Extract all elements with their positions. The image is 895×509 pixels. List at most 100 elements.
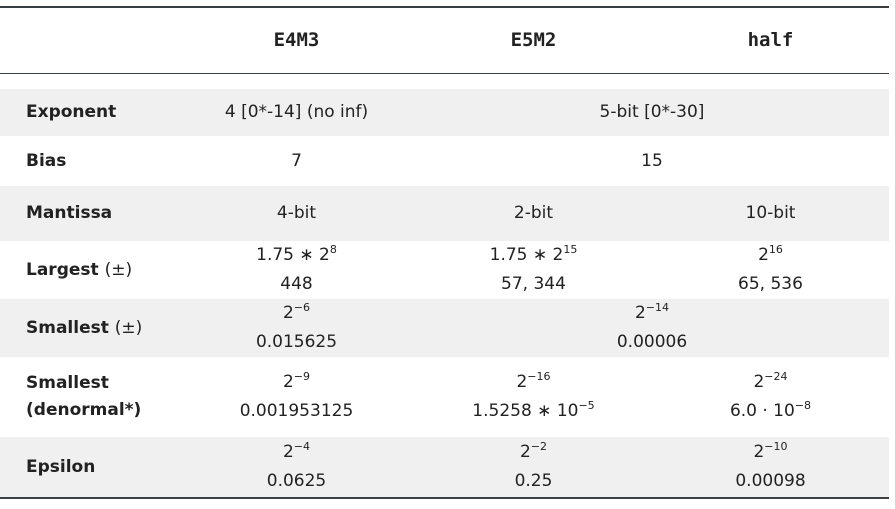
cell-line: 2−4 bbox=[178, 438, 415, 467]
cell-exponent: −8 bbox=[794, 399, 812, 412]
cell-exponent: 15 bbox=[563, 243, 578, 256]
cell-line: 0.0625 bbox=[178, 467, 415, 496]
cell-line: 2-bit bbox=[415, 199, 652, 228]
table-cell: 2−10 0.00098 bbox=[652, 437, 889, 498]
cell-exponent: −4 bbox=[293, 440, 311, 453]
cell-exponent: −14 bbox=[645, 301, 670, 314]
column-header: E5M2 bbox=[510, 29, 557, 52]
cell-text: 1.75 ∗ 2 bbox=[489, 245, 564, 265]
table-cell: 1.75 ∗ 215 57, 344 bbox=[415, 241, 652, 299]
cell-line: 15 bbox=[415, 147, 889, 176]
table-cell: 2−4 0.0625 bbox=[178, 437, 415, 498]
cell-line: 1.5258 ∗ 10−5 bbox=[415, 397, 652, 426]
cell-text: 4-bit bbox=[276, 203, 317, 223]
row-label: Smallest (±) bbox=[0, 299, 178, 357]
cell-text: 2 bbox=[519, 442, 531, 462]
cell-line: 2−9 bbox=[178, 368, 415, 397]
row-label: Largest (±) bbox=[0, 241, 178, 299]
cell-text: 2 bbox=[753, 442, 765, 462]
table-cell: 216 65, 536 bbox=[652, 241, 889, 299]
cell-exponent: −10 bbox=[764, 440, 788, 453]
cell-exponent: −9 bbox=[293, 370, 311, 383]
cell-line: 57, 344 bbox=[415, 270, 652, 299]
cell-text: 1.75 ∗ 2 bbox=[256, 245, 330, 265]
cell-text: 0.00006 bbox=[616, 332, 688, 352]
table-row: Smallest (±) 2−6 0.015625 2−14 0.00006 bbox=[0, 299, 889, 357]
table-row: Epsilon 2−4 0.0625 2−2 0.25 2−10 0.00098 bbox=[0, 437, 889, 498]
row-label: Smallest (denormal*) bbox=[0, 357, 178, 437]
cell-line: 7 bbox=[178, 147, 415, 176]
table-row: Smallest (denormal*) 2−9 0.001953125 2−16 1.… bbox=[0, 357, 889, 437]
table-cell: 2-bit bbox=[415, 186, 652, 241]
row-label: Bias bbox=[0, 136, 178, 186]
row-label-text: Largest bbox=[26, 259, 99, 280]
table-cell: 7 bbox=[178, 136, 415, 186]
cell-exponent: −16 bbox=[527, 370, 551, 383]
column-header: half bbox=[747, 29, 794, 52]
cell-line: 65, 536 bbox=[652, 270, 889, 299]
cell-line: 2−10 bbox=[652, 438, 889, 467]
cell-exponent: −5 bbox=[578, 399, 595, 412]
table-cell: 15 bbox=[415, 136, 889, 186]
cell-line: 2−14 bbox=[415, 299, 889, 328]
cell-text: 2-bit bbox=[513, 203, 554, 223]
cell-line: 4 [0*-14] (no inf) bbox=[178, 98, 415, 127]
spacer bbox=[0, 73, 889, 89]
table-cell: 2−14 0.00006 bbox=[415, 299, 889, 357]
cell-text: 2 bbox=[634, 303, 646, 323]
table-cell: 2−24 6.0 · 10−8 bbox=[652, 357, 889, 437]
cell-line: 10-bit bbox=[652, 199, 889, 228]
cell-line: 0.25 bbox=[415, 467, 652, 496]
table-row: Bias 7 15 bbox=[0, 136, 889, 186]
row-label-text: Mantissa bbox=[26, 203, 113, 223]
cell-line: 2−2 bbox=[415, 438, 652, 467]
table-cell: 4-bit bbox=[178, 186, 415, 241]
cell-line: 0.015625 bbox=[178, 328, 415, 357]
cell-text: 57, 344 bbox=[501, 274, 566, 294]
cell-text: 0.0625 bbox=[266, 471, 327, 491]
cell-text: 2 bbox=[758, 245, 769, 265]
cell-line: 448 bbox=[178, 270, 415, 299]
table-cell: 2−16 1.5258 ∗ 10−5 bbox=[415, 357, 652, 437]
cell-text: 2 bbox=[282, 303, 294, 323]
header-corner bbox=[0, 7, 178, 73]
row-label-text: Exponent bbox=[26, 102, 117, 122]
cell-text: 10-bit bbox=[745, 203, 796, 223]
cell-text: 2 bbox=[282, 372, 294, 392]
cell-line: 2−16 bbox=[415, 368, 652, 397]
cell-text: 15 bbox=[641, 150, 663, 171]
table-cell: 4 [0*-14] (no inf) bbox=[178, 89, 415, 136]
cell-exponent: −24 bbox=[764, 370, 788, 383]
table-row: Mantissa 4-bit 2-bit 10-bit bbox=[0, 186, 889, 241]
cell-line: 1.75 ∗ 28 bbox=[178, 241, 415, 270]
table-row: Exponent 4 [0*-14] (no inf) 5-bit [0*-30] bbox=[0, 89, 889, 136]
cell-text: 448 bbox=[280, 274, 313, 294]
table-row: Largest (±) 1.75 ∗ 28 448 1.75 ∗ 215 57, 344… bbox=[0, 241, 889, 299]
cell-text: 0.015625 bbox=[255, 332, 338, 352]
cell-line: 5-bit [0*-30] bbox=[415, 98, 889, 127]
cell-line: 216 bbox=[652, 241, 889, 270]
row-label: Epsilon bbox=[0, 437, 178, 498]
cell-exponent: −6 bbox=[293, 301, 311, 314]
column-header: E4M3 bbox=[273, 29, 320, 52]
cell-line: 1.75 ∗ 215 bbox=[415, 241, 652, 270]
row-label-text: Epsilon bbox=[26, 456, 96, 477]
cell-text: 0.00098 bbox=[735, 471, 806, 491]
cell-line: 2−24 bbox=[652, 368, 889, 397]
table-header: E4M3 E5M2 half bbox=[0, 7, 889, 73]
table-cell: 2−6 0.015625 bbox=[178, 299, 415, 357]
cell-exponent: 16 bbox=[768, 243, 783, 256]
table-body: Exponent 4 [0*-14] (no inf) 5-bit [0*-30] B… bbox=[0, 73, 889, 498]
table-cell: 2−9 0.001953125 bbox=[178, 357, 415, 437]
cell-line: 4-bit bbox=[178, 199, 415, 228]
row-label: Mantissa bbox=[0, 186, 178, 241]
row-label-note: (±) bbox=[114, 317, 143, 338]
row-label-text: Smallest (denormal*) bbox=[26, 373, 142, 420]
format-table: E4M3 E5M2 half Exponent 4 [0*-14] (no inf) 5… bbox=[0, 6, 889, 499]
cell-text: 2 bbox=[516, 372, 528, 392]
cell-text: 65, 536 bbox=[738, 274, 803, 294]
cell-text: 4 [0*-14] (no inf) bbox=[224, 102, 369, 122]
table-cell: 2−2 0.25 bbox=[415, 437, 652, 498]
cell-line: 2−6 bbox=[178, 299, 415, 328]
table-cell: 5-bit [0*-30] bbox=[415, 89, 889, 136]
